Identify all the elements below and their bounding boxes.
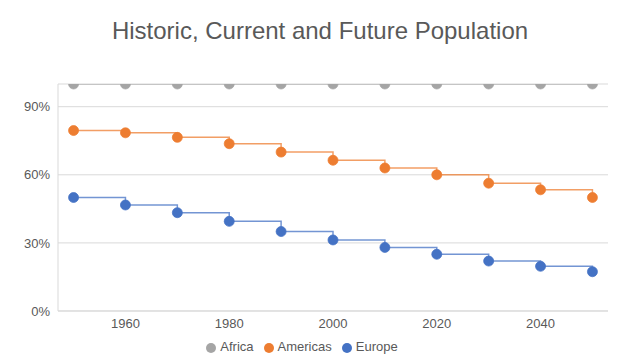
svg-text:30%: 30% <box>24 236 50 251</box>
html-text:Historic, Current and Future P: Historic, Current and Future Population <box>111 17 529 44</box>
svg-text:1980: 1980 <box>215 316 244 331</box>
html-text:Africa: Africa <box>220 339 254 354</box>
svg-text:90%: 90% <box>24 99 50 114</box>
svg-text:1960: 1960 <box>111 316 140 331</box>
svg-text:2040: 2040 <box>526 316 555 331</box>
svg-text:0%: 0% <box>31 304 50 319</box>
svg-text:2020: 2020 <box>422 316 451 331</box>
html-text:Europe: Europe <box>355 339 398 354</box>
html-text:Americas: Americas <box>277 339 332 354</box>
svg-text:60%: 60% <box>24 167 50 182</box>
svg-text:2000: 2000 <box>319 316 348 331</box>
